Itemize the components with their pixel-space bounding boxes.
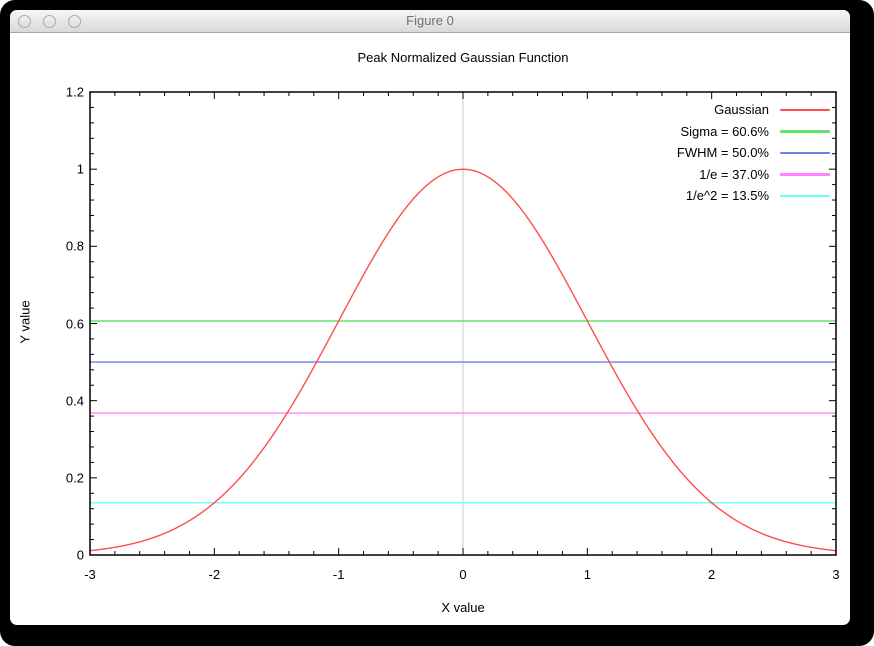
close-button[interactable] <box>18 14 31 28</box>
y-tick-label: 0.8 <box>65 238 84 254</box>
legend-item: FWHM = 50.0% <box>677 142 830 164</box>
x-tick-label: -2 <box>208 567 221 582</box>
x-axis-label: X value <box>441 600 485 615</box>
x-tick-label: 0 <box>459 567 467 582</box>
legend-line-sample <box>780 108 830 111</box>
y-tick-label: 1 <box>76 161 84 177</box>
window-titlebar[interactable]: Figure 0 <box>10 10 850 33</box>
legend-item: Gaussian <box>677 99 830 121</box>
legend-line-sample <box>780 194 830 197</box>
legend: Gaussian Sigma = 60.6% FWHM = 50.0% 1/e … <box>677 99 830 207</box>
legend-label: Sigma = 60.6% <box>680 123 769 139</box>
zoom-button[interactable] <box>68 14 81 28</box>
window-title: Figure 0 <box>406 13 454 28</box>
x-tick-label: -1 <box>332 567 345 582</box>
legend-item: 1/e = 37.0% <box>677 164 830 186</box>
legend-item: 1/e^2 = 13.5% <box>677 185 830 207</box>
minimize-button[interactable] <box>43 14 56 28</box>
legend-line-sample <box>780 130 830 133</box>
y-tick-label: 0.6 <box>65 316 84 331</box>
chart-title: Peak Normalized Gaussian Function <box>357 50 569 65</box>
legend-line-sample <box>780 151 830 154</box>
traffic-light-buttons <box>10 14 81 28</box>
x-tick-label: 3 <box>832 567 840 582</box>
legend-label: 1/e = 37.0% <box>699 166 769 182</box>
x-tick-label: 2 <box>708 567 716 582</box>
y-tick-label: 0 <box>76 547 84 563</box>
y-axis-label: Y value <box>17 300 33 344</box>
y-tick-label: 0.4 <box>65 393 84 409</box>
legend-label: Gaussian <box>714 102 769 118</box>
legend-label: FWHM = 50.0% <box>676 145 769 161</box>
figure-window: Figure 0 <box>10 10 850 625</box>
y-tick-label: 0.2 <box>65 470 84 486</box>
x-tick-label: -3 <box>84 567 96 582</box>
x-tick-label: 1 <box>583 567 591 582</box>
legend-line-sample <box>780 173 830 176</box>
legend-label: 1/e^2 = 13.5% <box>685 188 769 204</box>
y-tick-label: 1.2 <box>65 84 84 100</box>
legend-item: Sigma = 60.6% <box>677 121 830 143</box>
